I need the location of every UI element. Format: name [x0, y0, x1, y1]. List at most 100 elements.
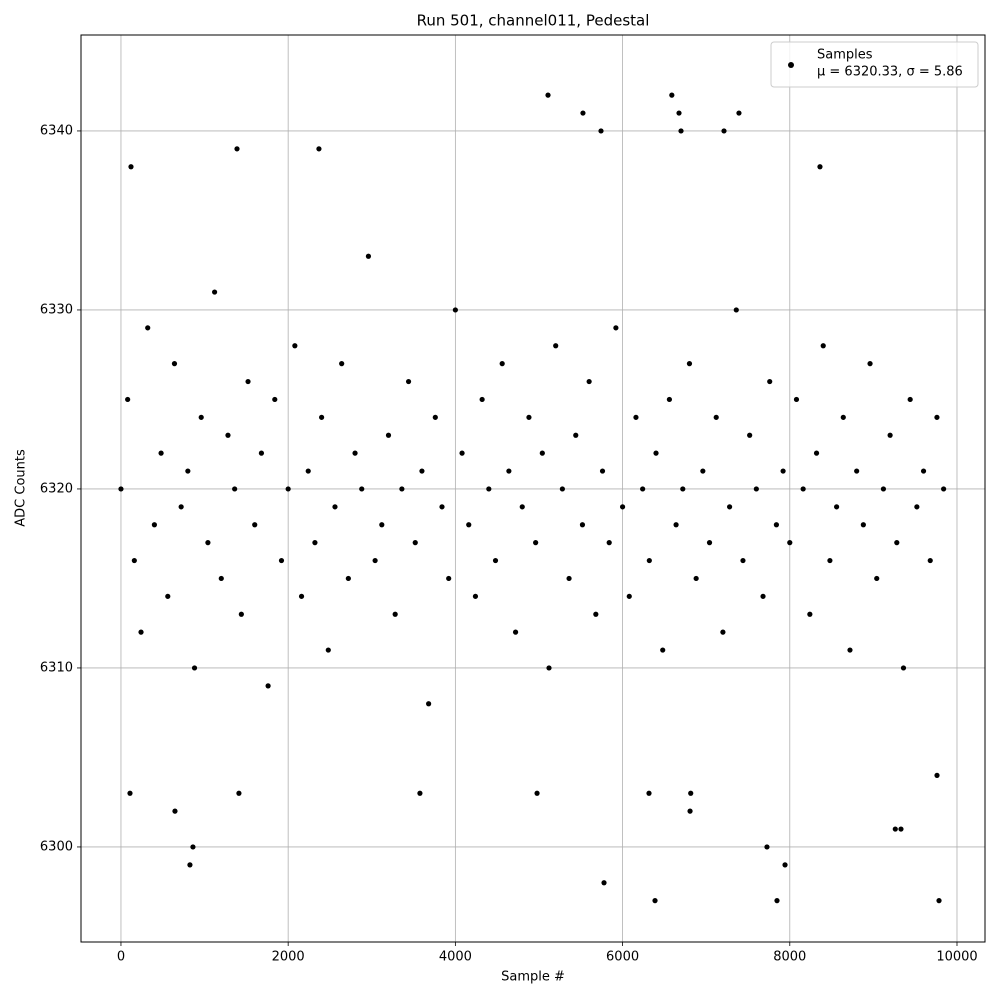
y-tick-label: 6320	[40, 481, 73, 496]
data-point	[720, 629, 726, 635]
data-point	[352, 450, 358, 456]
data-point	[646, 557, 652, 564]
data-point	[840, 414, 846, 420]
data-point	[640, 486, 646, 492]
data-point	[934, 414, 940, 420]
y-tick-label: 6330	[40, 302, 73, 317]
data-point	[312, 540, 318, 546]
data-point	[580, 110, 586, 116]
data-point	[372, 557, 378, 564]
data-point	[419, 468, 425, 474]
data-point	[218, 575, 224, 582]
data-point	[813, 450, 820, 456]
data-point	[688, 790, 694, 796]
data-point	[446, 575, 452, 582]
data-point	[533, 540, 539, 546]
data-point	[534, 790, 540, 796]
data-point	[345, 575, 351, 582]
data-point	[936, 898, 942, 904]
data-point	[726, 504, 733, 510]
data-point	[417, 790, 423, 796]
data-point	[127, 790, 133, 796]
data-point	[907, 396, 913, 403]
data-point	[914, 504, 920, 510]
data-point	[867, 361, 873, 367]
data-point	[125, 396, 131, 403]
y-tick-label: 6300	[40, 839, 73, 854]
data-point	[686, 361, 693, 367]
data-point	[131, 557, 137, 564]
data-point	[619, 504, 626, 510]
data-point	[278, 557, 285, 564]
legend-marker	[788, 62, 794, 68]
chart-title: Run 501, channel011, Pedestal	[417, 12, 650, 30]
data-point	[700, 468, 706, 474]
data-point	[305, 468, 311, 474]
data-point	[479, 396, 485, 403]
data-point	[626, 593, 632, 599]
y-tick-label: 6310	[40, 660, 73, 675]
data-point	[539, 450, 545, 456]
data-point	[894, 540, 900, 546]
data-point	[316, 146, 322, 152]
data-point	[245, 378, 251, 385]
data-point	[178, 504, 184, 510]
data-point	[764, 844, 770, 850]
data-point	[128, 164, 134, 170]
data-point	[439, 504, 445, 510]
data-point	[874, 575, 880, 582]
x-tick-label: 8000	[773, 950, 806, 965]
data-point	[934, 772, 940, 778]
data-point	[339, 361, 345, 367]
data-point	[669, 92, 675, 98]
data-point	[519, 504, 525, 510]
data-point	[687, 808, 693, 814]
data-point	[593, 611, 599, 617]
data-point	[545, 92, 551, 98]
data-point	[285, 486, 291, 492]
data-point	[211, 289, 218, 295]
data-point	[673, 522, 679, 528]
data-point	[185, 468, 191, 474]
data-point	[780, 468, 786, 474]
data-point	[432, 414, 438, 420]
data-point	[158, 450, 164, 456]
y-tick-label: 6340	[40, 123, 73, 138]
x-tick-label: 6000	[606, 950, 639, 965]
data-point	[234, 146, 240, 152]
data-point	[807, 611, 813, 617]
y-axis-label: ADC Counts	[14, 449, 29, 527]
data-point	[359, 486, 365, 492]
data-point	[298, 593, 305, 599]
data-point	[332, 504, 338, 510]
data-point	[827, 557, 833, 564]
data-point	[258, 450, 265, 456]
data-point	[492, 557, 499, 564]
data-point	[767, 378, 773, 385]
data-point	[512, 629, 519, 635]
data-point	[191, 665, 198, 671]
data-point	[138, 629, 144, 635]
data-point	[392, 611, 398, 617]
data-point	[205, 540, 211, 546]
data-point	[820, 343, 826, 349]
data-point	[713, 414, 719, 420]
data-point	[898, 826, 904, 832]
data-point	[292, 343, 298, 349]
data-point	[272, 396, 278, 403]
data-point	[817, 164, 823, 170]
data-point	[573, 432, 579, 438]
data-point	[653, 450, 659, 456]
data-point	[740, 557, 746, 564]
legend-box	[770, 41, 979, 88]
data-point	[265, 683, 271, 689]
data-point	[252, 522, 258, 528]
data-point	[553, 343, 559, 349]
data-point	[693, 575, 699, 582]
data-point	[145, 325, 151, 331]
data-point	[680, 486, 686, 492]
data-point	[118, 486, 124, 492]
data-point	[546, 665, 552, 671]
data-point	[887, 432, 893, 438]
